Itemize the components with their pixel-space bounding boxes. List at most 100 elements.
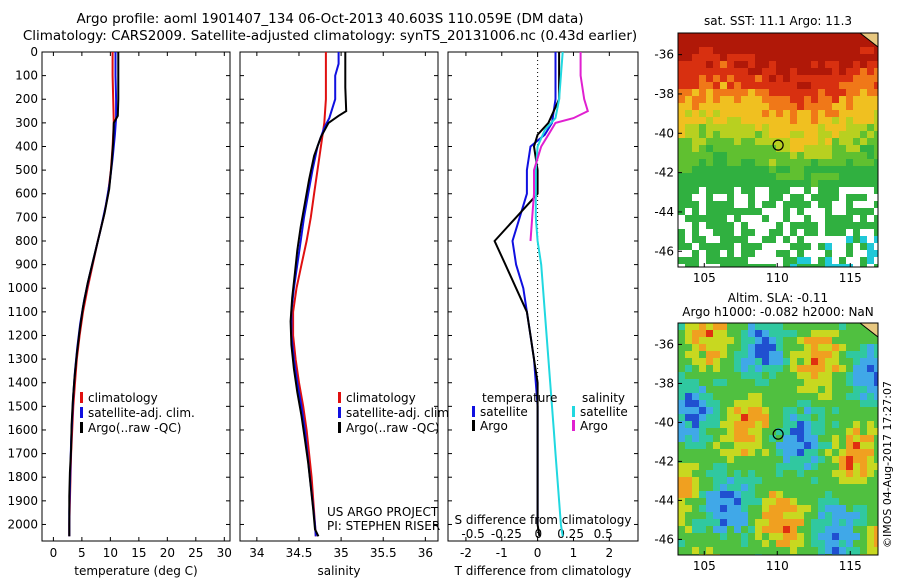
map-cell <box>818 47 825 54</box>
map-cell <box>783 145 790 152</box>
map-cell <box>804 379 811 386</box>
map-cell <box>811 477 818 484</box>
map-cell <box>853 442 860 449</box>
map-cell <box>790 505 797 512</box>
map-cell <box>853 180 860 187</box>
map-cell <box>818 68 825 75</box>
map-cell <box>804 547 811 554</box>
map-cell <box>867 208 874 215</box>
map-cell <box>769 236 776 243</box>
map-cell <box>839 491 846 498</box>
map-cell <box>790 173 797 180</box>
map-cell <box>832 484 839 491</box>
map-cell <box>874 400 878 407</box>
map-cell <box>804 358 811 365</box>
map-cell <box>713 407 720 414</box>
map-cell <box>734 257 741 264</box>
map-cell <box>874 138 878 145</box>
map-cell <box>706 456 713 463</box>
map-cell <box>846 337 853 344</box>
map-cell <box>755 110 762 117</box>
map-cell <box>692 379 699 386</box>
map-cell <box>874 372 878 379</box>
y-tick-label: 700 <box>15 210 38 224</box>
map-cell <box>846 442 853 449</box>
map-cell <box>867 68 874 75</box>
y-tick-label: 1100 <box>7 305 38 319</box>
map-cell <box>685 393 692 400</box>
map-cell <box>797 201 804 208</box>
map-cell <box>867 407 874 414</box>
map-cell <box>720 337 727 344</box>
map-cell <box>769 33 776 40</box>
map-cell <box>762 526 769 533</box>
map-cell <box>832 365 839 372</box>
map-cell <box>692 421 699 428</box>
map-cell <box>762 89 769 96</box>
map-cell <box>776 208 783 215</box>
map-cell <box>678 145 685 152</box>
map-cell <box>685 477 692 484</box>
map-cell <box>734 477 741 484</box>
map-cell <box>692 264 699 267</box>
map-cell <box>797 337 804 344</box>
map-cell <box>741 131 748 138</box>
map-cell <box>783 330 790 337</box>
map-cell <box>741 145 748 152</box>
map-cell <box>699 477 706 484</box>
map-cell <box>839 96 846 103</box>
map-cell <box>818 54 825 61</box>
map-cell <box>769 407 776 414</box>
map-cell <box>874 414 878 421</box>
map-cell <box>874 435 878 442</box>
map-cell <box>874 159 878 166</box>
map-cell <box>839 337 846 344</box>
map-cell <box>860 243 867 250</box>
map-cell <box>811 533 818 540</box>
map-cell <box>818 215 825 222</box>
map-cell <box>706 131 713 138</box>
map-cell <box>818 323 825 330</box>
map-cell <box>769 159 776 166</box>
map-cell <box>755 519 762 526</box>
map-cell <box>706 173 713 180</box>
map-cell <box>692 540 699 547</box>
map-frame <box>677 32 879 268</box>
map-cell <box>783 477 790 484</box>
map-cell <box>748 229 755 236</box>
map-cell <box>685 400 692 407</box>
map-cell <box>811 194 818 201</box>
map-cell <box>685 456 692 463</box>
map-cell <box>860 533 867 540</box>
map-cell <box>846 264 853 267</box>
map-cell <box>706 208 713 215</box>
map-cell <box>776 407 783 414</box>
map-cell <box>860 152 867 159</box>
map-cell <box>839 159 846 166</box>
map-cell <box>832 222 839 229</box>
map-cell <box>678 138 685 145</box>
x-tick-label: 36 <box>418 546 433 560</box>
map-cell <box>776 421 783 428</box>
legend-header: temperature <box>482 391 557 405</box>
map-cell <box>678 449 685 456</box>
map-cell <box>741 75 748 82</box>
map-cell <box>860 337 867 344</box>
map-cell <box>748 159 755 166</box>
map-cell <box>762 47 769 54</box>
map-cell <box>734 68 741 75</box>
map-cell <box>741 54 748 61</box>
map-cell <box>825 337 832 344</box>
map-cell <box>699 117 706 124</box>
map-cell <box>846 428 853 435</box>
map-cell <box>678 75 685 82</box>
map-cell <box>776 229 783 236</box>
map-cell <box>769 103 776 110</box>
map-cell <box>853 124 860 131</box>
map-cell <box>790 257 797 264</box>
map-cell <box>685 110 692 117</box>
map-cell <box>755 456 762 463</box>
map-cell <box>783 40 790 47</box>
map-cell <box>839 257 846 264</box>
map-cell <box>741 110 748 117</box>
